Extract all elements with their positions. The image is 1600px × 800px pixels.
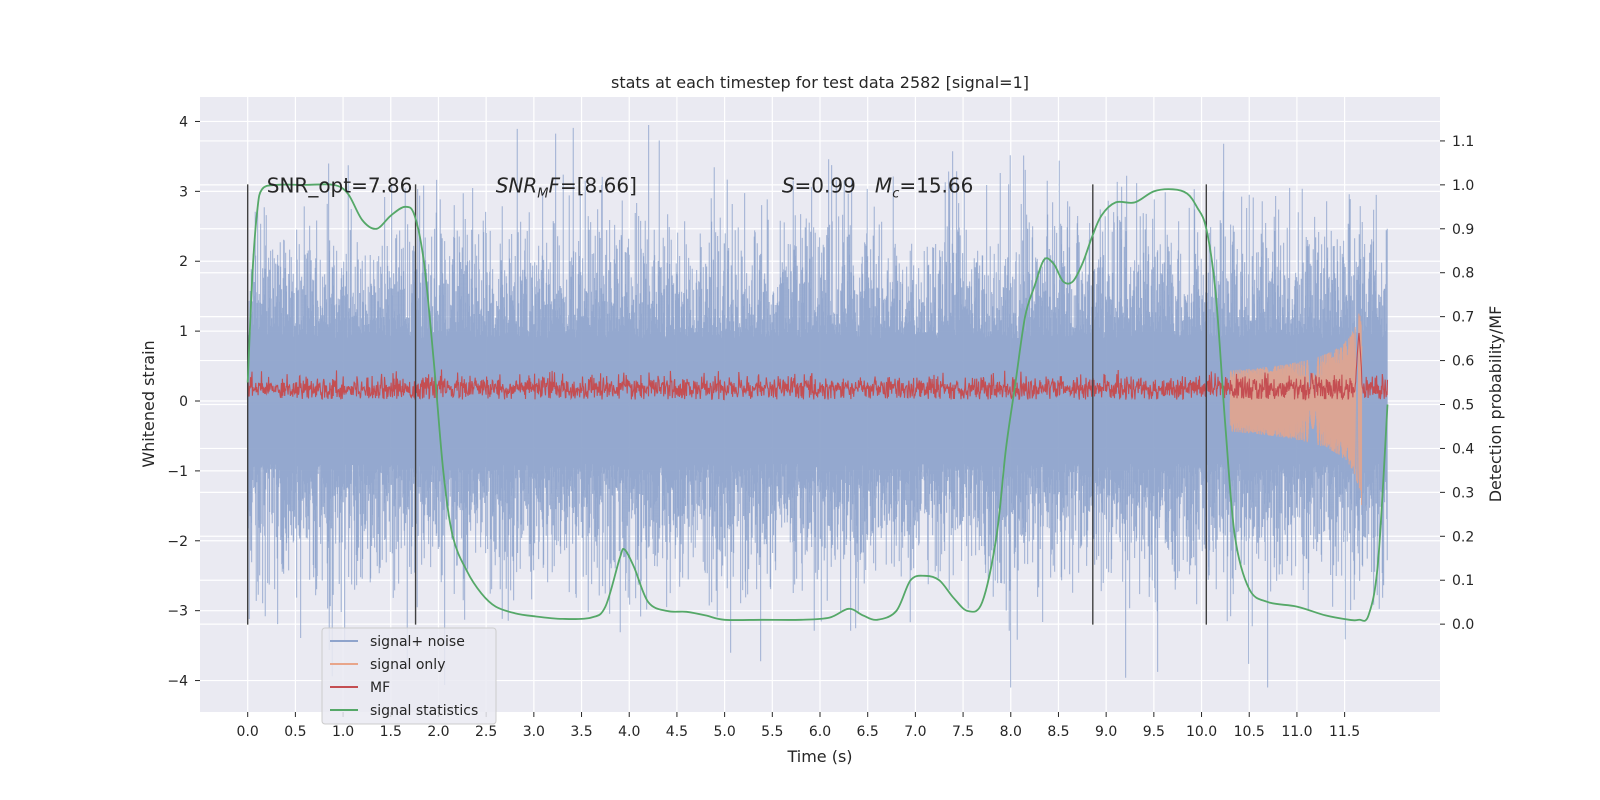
- y-tick-label: −3: [167, 604, 188, 620]
- mf-trace: [247, 332, 1389, 401]
- annotation-text: SNR_opt=7.86: [267, 173, 413, 197]
- legend-label: signal statistics: [370, 703, 478, 719]
- x-tick-label: 5.0: [713, 724, 735, 740]
- x-tick-label: 0.0: [237, 724, 259, 740]
- y-axis-title: Whitened strain: [139, 340, 158, 467]
- signal-statistics-series: [246, 183, 1389, 622]
- legend-box: [321, 627, 497, 725]
- y-right-tick-label: 0.7: [1452, 310, 1474, 326]
- y-right-tick-label: 0.8: [1452, 266, 1474, 282]
- x-axis-title: Time (s): [786, 747, 852, 766]
- y-axis-right-title: Detection probability/MF: [1486, 306, 1505, 503]
- x-tick-label: 3.5: [570, 724, 592, 740]
- y-tick-label: −2: [167, 534, 188, 550]
- legend-label: signal+ noise: [370, 634, 465, 650]
- legend-label: signal only: [370, 657, 445, 673]
- x-tick-label: 2.0: [427, 724, 449, 740]
- x-tick-label: 10.0: [1186, 724, 1217, 740]
- x-tick-label: 8.5: [1047, 724, 1069, 740]
- x-tick-label: 10.5: [1234, 724, 1265, 740]
- annotation-text: SNRMF=[8.66]: [496, 173, 637, 201]
- x-tick-label: 8.0: [1000, 724, 1022, 740]
- y-tick-label: 3: [179, 184, 188, 200]
- signal-statistics-trace: [246, 183, 1389, 622]
- x-tick-label: 5.5: [761, 724, 783, 740]
- x-tick-label: 11.5: [1329, 724, 1360, 740]
- x-tick-label: 1.0: [332, 724, 354, 740]
- y-right-tick-label: 0.4: [1452, 441, 1474, 457]
- event-markers: [246, 184, 1208, 625]
- x-tick-label: 11.0: [1281, 724, 1312, 740]
- x-tick-label: 3.0: [523, 724, 545, 740]
- x-tick-label: 4.0: [618, 724, 640, 740]
- y-right-tick-label: 0.0: [1452, 617, 1474, 633]
- annotation-text: S=0.99 Mc=15.66: [782, 173, 974, 201]
- y-right-tick-label: 0.9: [1452, 222, 1474, 238]
- y-tick-label: 2: [179, 254, 188, 270]
- x-tick-label: 6.0: [809, 724, 831, 740]
- y-tick-label: 4: [179, 114, 188, 130]
- x-tick-label: 7.5: [952, 724, 974, 740]
- y-right-tick-label: 0.1: [1452, 573, 1474, 589]
- x-tick-label: 7.0: [904, 724, 926, 740]
- y-axis-left: −4 −3 −2 −1 0 1 2 3 4: [167, 114, 200, 690]
- x-tick-label: 9.0: [1095, 724, 1117, 740]
- x-tick-label: 0.5: [284, 724, 306, 740]
- y-tick-label: −1: [167, 464, 188, 480]
- legend-label: MF: [370, 680, 390, 696]
- y-tick-label: 0: [179, 394, 188, 410]
- signal-only-trace: [1229, 313, 1363, 506]
- y-tick-label: 1: [179, 324, 188, 340]
- y-right-tick-label: 1.1: [1452, 134, 1474, 150]
- y-right-tick-label: 0.5: [1452, 398, 1474, 414]
- x-tick-label: 6.5: [857, 724, 879, 740]
- y-right-tick-label: 0.3: [1452, 485, 1474, 501]
- y-right-tick-label: 0.2: [1452, 529, 1474, 545]
- x-tick-label: 9.5: [1143, 724, 1165, 740]
- chart-title: stats at each timestep for test data 258…: [611, 73, 1029, 92]
- y-axis-right: 0.0 0.1 0.2 0.3 0.4 0.5 0.6 0.7 0.8 0.9 1.0 1.1: [1440, 134, 1474, 633]
- annotations: SNR_opt=7.86 SNRMF=[8.66] S=0.99 Mc=15.66: [267, 173, 974, 201]
- x-tick-label: 4.5: [666, 724, 688, 740]
- y-right-tick-label: 0.6: [1452, 354, 1474, 370]
- mf-series: [247, 332, 1389, 401]
- legend: signal+ noise signal only MF signal statist…: [321, 627, 497, 725]
- y-tick-label: −4: [167, 674, 188, 690]
- x-axis: 0.0 0.5 1.0 1.5 2.0 2.5 3.0 3.5 4.0 4.5 5.0 5.5 6.0 6…: [237, 712, 1360, 740]
- signal-only-series: [1229, 313, 1363, 506]
- x-tick-label: 1.5: [380, 724, 402, 740]
- y-right-tick-label: 1.0: [1452, 178, 1474, 194]
- x-tick-label: 2.5: [475, 724, 497, 740]
